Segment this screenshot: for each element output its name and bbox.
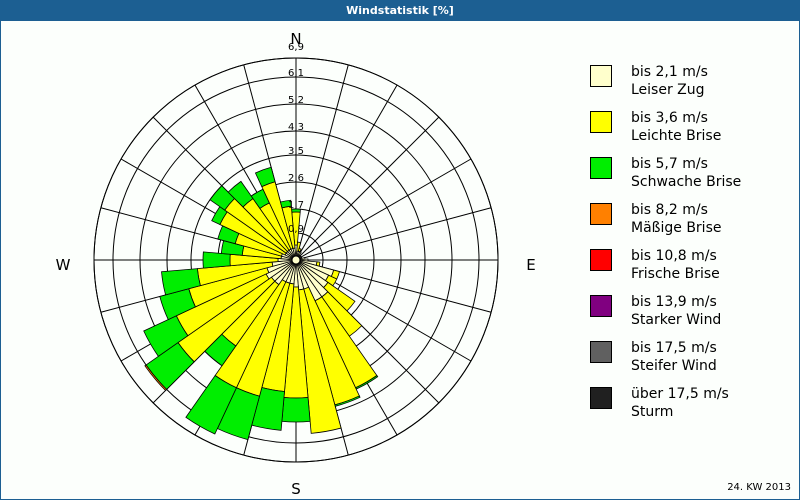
legend-swatch — [590, 157, 612, 179]
legend-label: bis 3,6 m/s Leichte Brise — [631, 110, 722, 144]
wind-segment — [159, 288, 196, 321]
legend-label: bis 13,9 m/s Starker Wind — [631, 294, 722, 328]
wind-segment — [254, 166, 276, 188]
ring-label: 5,2 — [288, 95, 304, 106]
ring-label: 1,7 — [288, 200, 304, 211]
ring-label: 2,6 — [288, 173, 304, 184]
compass-w: W — [56, 256, 71, 274]
grid-spoke — [295, 158, 472, 261]
grid-spoke — [295, 84, 398, 261]
week-label: 24. KW 2013 — [727, 482, 791, 493]
center-dot — [291, 255, 301, 265]
legend-swatch — [590, 111, 612, 133]
wind-segment — [291, 208, 301, 213]
legend-label: bis 5,7 m/s Schwache Brise — [631, 156, 742, 190]
window-title: Windstatistik [%] — [0, 0, 800, 20]
wind-segment — [202, 251, 231, 269]
compass-e: E — [526, 256, 535, 274]
grid-spoke — [295, 64, 349, 261]
legend-label: bis 8,2 m/s Mäßige Brise — [631, 202, 722, 236]
ring-label: 0,9 — [288, 224, 304, 235]
wind-segment — [227, 180, 254, 208]
legend-swatch — [590, 387, 612, 409]
ring-label: 6,9 — [288, 42, 304, 53]
wind-segment — [279, 199, 292, 209]
wind-segment — [209, 185, 236, 211]
grid-spoke — [295, 116, 440, 261]
wind-segment — [185, 374, 237, 435]
grid-spoke — [295, 207, 492, 261]
wind-segment — [161, 268, 201, 296]
legend-label: über 17,5 m/s Sturm — [631, 386, 729, 420]
wind-segment — [144, 364, 168, 392]
wind-segment — [143, 315, 189, 357]
legend-swatch — [590, 341, 612, 363]
wind-segment — [296, 241, 302, 252]
legend-swatch — [590, 203, 612, 225]
legend-label: bis 2,1 m/s Leiser Zug — [631, 64, 708, 98]
legend-label: bis 17,5 m/s Steifer Wind — [631, 340, 717, 374]
wind-segment — [281, 397, 311, 423]
legend-label: bis 10,8 m/s Frische Brise — [631, 248, 720, 282]
ring-label: 6,1 — [288, 68, 304, 79]
ring-label: 4,3 — [288, 122, 304, 133]
wind-segment — [298, 288, 342, 434]
compass-n: N — [290, 30, 301, 48]
ring-label: 3,5 — [288, 146, 304, 157]
compass-s: S — [291, 480, 301, 498]
chart-panel: 0,9 1,7 2,6 3,5 4,3 5,2 6,1 6,9 N E S W bis 2,1 m/s… — [1, 21, 799, 499]
legend-swatch — [590, 65, 612, 87]
wind-segment — [297, 247, 302, 253]
legend-swatch — [590, 295, 612, 317]
legend-swatch — [590, 249, 612, 271]
wind-rose-chart: 0,9 1,7 2,6 3,5 4,3 5,2 6,1 6,9N E S W — [56, 30, 536, 498]
